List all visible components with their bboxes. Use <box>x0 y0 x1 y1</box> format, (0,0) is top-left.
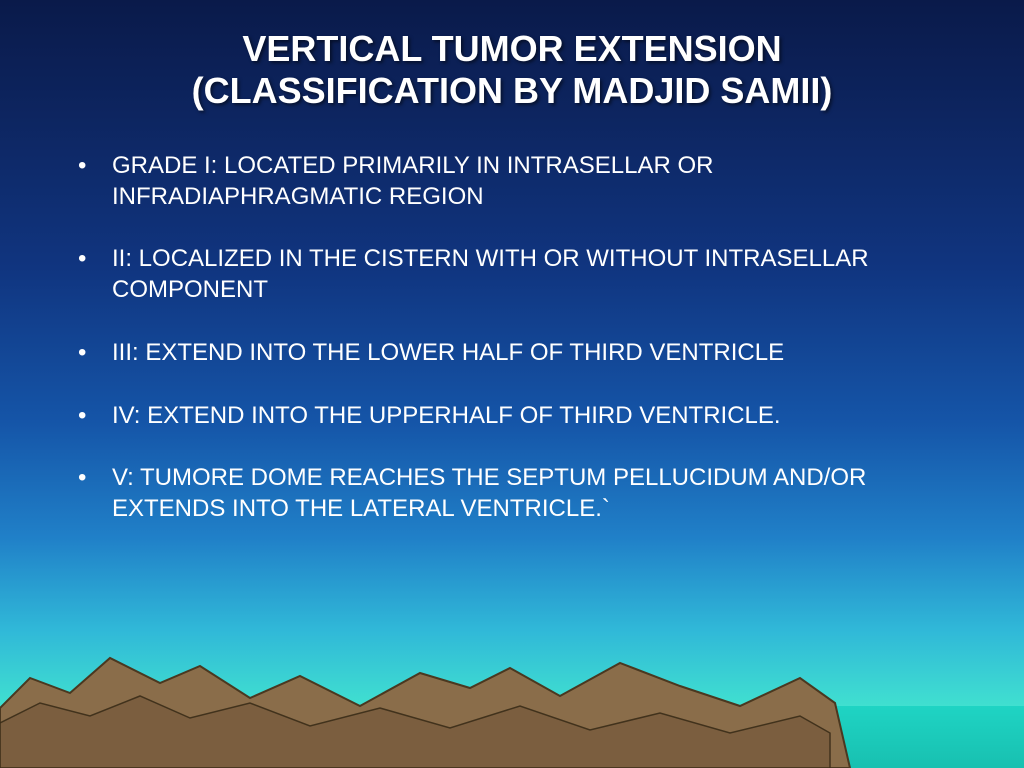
title-line-2: (CLASSIFICATION BY MADJID SAMII) <box>192 70 833 111</box>
list-item: V: TUMORE DOME REACHES THE SEPTUM PELLUC… <box>70 463 954 524</box>
list-item: IV: EXTEND INTO THE UPPERHALF OF THIRD V… <box>70 401 954 432</box>
slide-content: GRADE I: LOCATED PRIMARILY IN INTRASELLA… <box>0 113 1024 525</box>
list-item: GRADE I: LOCATED PRIMARILY IN INTRASELLA… <box>70 151 954 212</box>
slide-container: VERTICAL TUMOR EXTENSION (CLASSIFICATION… <box>0 0 1024 768</box>
slide-title: VERTICAL TUMOR EXTENSION (CLASSIFICATION… <box>0 0 1024 113</box>
bullet-list: GRADE I: LOCATED PRIMARILY IN INTRASELLA… <box>70 151 954 525</box>
title-line-1: VERTICAL TUMOR EXTENSION <box>242 28 781 69</box>
list-item: II: LOCALIZED IN THE CISTERN WITH OR WIT… <box>70 244 954 305</box>
list-item: III: EXTEND INTO THE LOWER HALF OF THIRD… <box>70 338 954 369</box>
